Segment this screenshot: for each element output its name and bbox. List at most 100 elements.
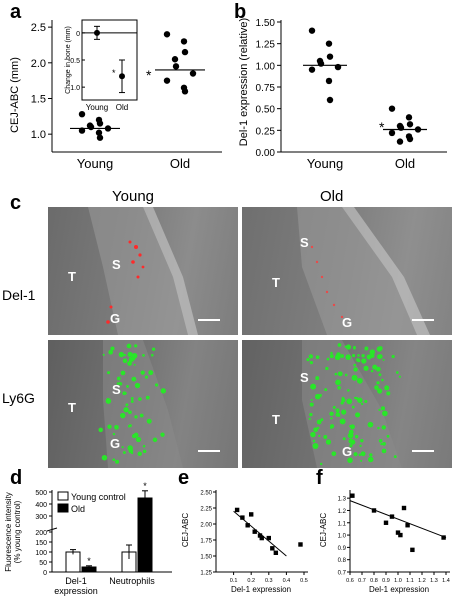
micro-label-s: S [112, 257, 121, 272]
neutrophil-dot [351, 353, 356, 358]
neutrophil-dot [116, 382, 120, 385]
panel-letter-b: b [234, 1, 247, 23]
micro-label-t: T [272, 275, 280, 290]
neutrophil-dot [382, 358, 385, 361]
chart-a-ytick-label: 1.5 [31, 93, 46, 105]
neutrophil-dot [309, 402, 314, 407]
neutrophil-dot [137, 451, 142, 456]
neutrophil-dot [342, 437, 346, 441]
neutrophil-dot [98, 427, 103, 433]
chart-f-ytick-label: 0.9 [338, 546, 347, 552]
neutrophil-dot [337, 371, 343, 377]
neutrophil-dot [348, 438, 354, 444]
chart-f-point [383, 520, 389, 525]
chart-b-category-young: Young [307, 156, 343, 171]
chart-b-ylabel: Del-1 expression (relative) [238, 18, 250, 146]
neutrophil-dot [381, 378, 384, 382]
neutrophil-dot [315, 376, 320, 381]
chart-a-category-young: Young [77, 156, 113, 171]
neutrophil-dot [369, 453, 373, 457]
chart-f-xtick-label: 1.4 [442, 578, 450, 584]
chart-e-point [270, 546, 275, 551]
chart-e-ytick-label: 1.25 [200, 571, 212, 577]
neutrophil-dot [332, 405, 336, 409]
neutrophil-dot [118, 390, 121, 393]
chart-b-point [308, 27, 316, 34]
neutrophil-dot [381, 448, 387, 454]
neutrophil-dot [160, 432, 165, 437]
chart-f-ytick-label: 1.0 [338, 534, 347, 540]
chart-e-point [249, 512, 254, 517]
micro-label-s: S [112, 382, 121, 397]
chart-e-point [252, 529, 257, 534]
micro-label-g: G [342, 315, 353, 330]
chart-b-point [406, 135, 414, 143]
neutrophil-dot [361, 354, 365, 358]
chart-b: Del-1 expression (relative) 0.00 0.25 0.50… [238, 18, 447, 171]
neutrophil-dot [146, 418, 152, 424]
neutrophil-dot [127, 351, 133, 358]
neutrophil-dot [152, 437, 158, 443]
chart-a-inset-cat-old: Old [116, 103, 128, 112]
chart-d-bar [65, 551, 81, 573]
chart-f-point [398, 532, 403, 538]
chart-b-point [326, 96, 334, 104]
chart-a-inset-cat-young: Young [86, 103, 108, 112]
neutrophil-dot [118, 381, 121, 384]
neutrophil-dot [354, 434, 359, 439]
neutrophil-dot [130, 397, 134, 400]
neutrophil-dot [337, 343, 342, 347]
neutrophil-dot [377, 354, 382, 360]
chart-a-significance: * [146, 67, 152, 83]
chart-a-point [189, 70, 197, 77]
neutrophil-dot [344, 345, 347, 348]
chart-f-point [371, 508, 377, 513]
neutrophil-dot [138, 397, 142, 401]
chart-e-xtick-label: 0.1 [230, 578, 238, 584]
chart-a-point [96, 134, 104, 141]
scale-bar [412, 450, 434, 452]
micrograph-old-del1: T S G [242, 207, 452, 335]
neutrophil-dot [127, 424, 131, 428]
chart-a-ytick-label: 2.0 [31, 58, 46, 70]
neutrophil-dot [120, 370, 126, 376]
chart-a-inset-frame [81, 19, 138, 101]
chart-d-ylabel-2: (% young control) [13, 500, 22, 563]
neutrophil-dot [114, 424, 119, 430]
chart-d-ytick-label: 300 [35, 514, 47, 521]
chart-f-ytick-label: 1.1 [338, 521, 347, 527]
chart-d-ytick-label: 200 [35, 530, 47, 537]
neutrophil-dot [123, 353, 127, 357]
neutrophil-dot [347, 457, 353, 464]
chart-a-ytick-label: 1.0 [31, 129, 46, 141]
chart-e-point [266, 535, 271, 541]
chart-e-point [298, 542, 303, 547]
neutrophil-dot [135, 384, 140, 389]
chart-f-xtick-label: 1.2 [418, 578, 426, 584]
scale-bar [412, 319, 434, 321]
micro-label-g: G [110, 436, 121, 451]
panel-c-row-title-del1: Del-1 [2, 287, 36, 303]
neutrophil-dot [345, 354, 351, 360]
chart-b-point [405, 114, 413, 121]
scale-bar [198, 319, 220, 321]
chart-f-ylabel: CEJ-ABC [319, 513, 328, 547]
neutrophil-dot [329, 411, 334, 416]
neutrophil-dot [331, 451, 337, 457]
neutrophil-dot [334, 354, 341, 361]
neutrophil-dot [351, 405, 355, 409]
neutrophil-dot [346, 398, 353, 405]
neutrophil-dot [340, 354, 345, 358]
chart-b-ytick-label: 0.50 [256, 105, 276, 116]
neutrophil-dot [123, 407, 129, 413]
neutrophil-dot [133, 432, 139, 438]
chart-d-ytick-label: 100 [35, 550, 47, 557]
neutrophil-dot [370, 353, 375, 358]
chart-b-ytick-label: 1.00 [256, 61, 276, 72]
micro-label-g: G [342, 444, 353, 459]
neutrophil-dot [134, 415, 138, 419]
chart-e-xtick-label: 0.4 [283, 578, 291, 584]
neutrophil-dot [121, 446, 124, 449]
chart-d-legend-swatch-young [57, 491, 69, 501]
neutrophil-dot [315, 393, 321, 400]
